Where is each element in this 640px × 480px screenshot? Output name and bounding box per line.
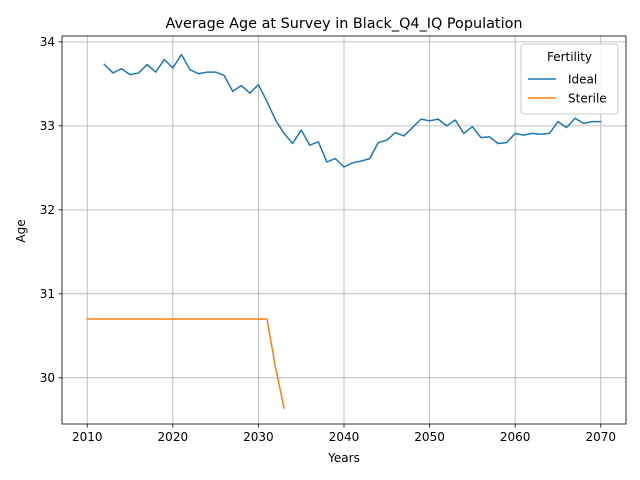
y-tick-label: 32: [40, 203, 55, 217]
y-tick-label: 30: [40, 371, 55, 385]
series-line-ideal: [103, 53, 602, 168]
chart-title: Average Age at Survey in Black_Q4_IQ Pop…: [166, 16, 523, 32]
y-axis-label: Age: [14, 219, 28, 242]
x-axis-label: Years: [327, 451, 360, 465]
y-tick-label: 31: [40, 287, 55, 301]
x-tick-label: 2070: [585, 430, 616, 444]
plot-lines: [86, 53, 602, 409]
legend: Fertility Ideal Sterile: [520, 43, 619, 115]
x-tick-label: 2020: [158, 430, 189, 444]
y-axis-ticks: 30 31 32 33 34: [40, 35, 62, 385]
legend-box: [520, 43, 619, 115]
x-tick-label: 2010: [72, 430, 103, 444]
y-tick-label: 34: [40, 35, 55, 49]
grid-lines: [62, 36, 626, 424]
legend-title: Fertility: [547, 50, 592, 64]
x-tick-label: 2040: [329, 430, 360, 444]
series-line-sterile: [86, 318, 285, 409]
x-tick-label: 2060: [500, 430, 531, 444]
x-tick-label: 2030: [243, 430, 274, 444]
x-axis-ticks: 2010 2020 2030 2040 2050 2060 2070: [72, 424, 616, 444]
y-tick-label: 33: [40, 119, 55, 133]
legend-label-sterile: Sterile: [568, 92, 607, 106]
x-tick-label: 2050: [414, 430, 445, 444]
legend-label-ideal: Ideal: [568, 73, 597, 87]
